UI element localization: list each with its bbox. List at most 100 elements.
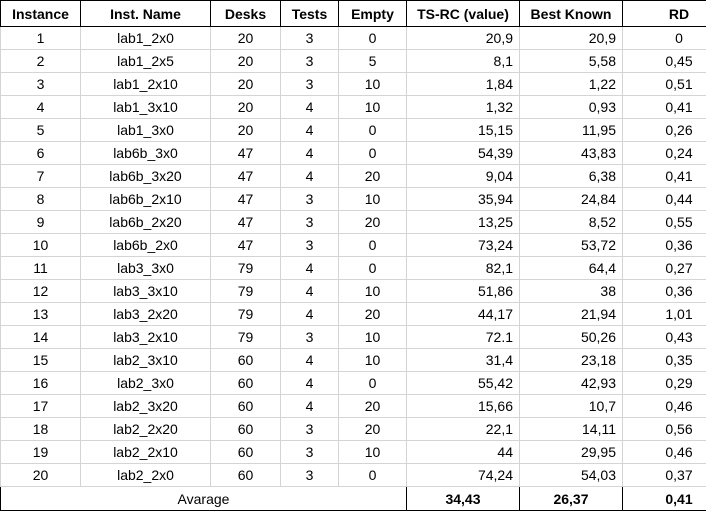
- cell-desks: 79: [211, 326, 281, 349]
- cell-rd: 0,36: [623, 280, 706, 303]
- cell-rd: 0,56: [623, 418, 706, 441]
- cell-inst-name: lab1_2x0: [81, 27, 211, 50]
- cell-instance: 17: [1, 395, 81, 418]
- cell-best-known: 53,72: [520, 234, 623, 257]
- cell-best-known: 14,11: [520, 418, 623, 441]
- cell-inst-name: lab2_2x20: [81, 418, 211, 441]
- cell-best-known: 10,7: [520, 395, 623, 418]
- header-ts-rc: TS-RC (value): [407, 1, 520, 27]
- cell-rd: 0,55: [623, 211, 706, 234]
- cell-empty: 20: [339, 211, 407, 234]
- cell-inst-name: lab1_2x10: [81, 73, 211, 96]
- cell-empty: 10: [339, 280, 407, 303]
- cell-best-known: 42,93: [520, 372, 623, 395]
- cell-instance: 11: [1, 257, 81, 280]
- cell-tests: 3: [281, 418, 339, 441]
- cell-inst-name: lab3_2x10: [81, 326, 211, 349]
- cell-tests: 4: [281, 142, 339, 165]
- cell-tests: 4: [281, 372, 339, 395]
- cell-tests: 3: [281, 188, 339, 211]
- cell-tests: 4: [281, 280, 339, 303]
- cell-best-known: 23,18: [520, 349, 623, 372]
- cell-ts-rc: 74,24: [407, 464, 520, 487]
- cell-tests: 3: [281, 211, 339, 234]
- cell-tests: 3: [281, 27, 339, 50]
- cell-desks: 47: [211, 142, 281, 165]
- cell-tests: 4: [281, 165, 339, 188]
- cell-inst-name: lab2_3x10: [81, 349, 211, 372]
- cell-inst-name: lab6b_3x20: [81, 165, 211, 188]
- cell-ts-rc: 44: [407, 441, 520, 464]
- cell-instance: 16: [1, 372, 81, 395]
- cell-best-known: 43,83: [520, 142, 623, 165]
- cell-best-known: 6,38: [520, 165, 623, 188]
- cell-desks: 47: [211, 188, 281, 211]
- cell-ts-rc: 8,1: [407, 50, 520, 73]
- cell-instance: 19: [1, 441, 81, 464]
- cell-rd: 0,43: [623, 326, 706, 349]
- cell-ts-rc: 31,4: [407, 349, 520, 372]
- header-inst-name: Inst. Name: [81, 1, 211, 27]
- cell-desks: 60: [211, 395, 281, 418]
- cell-tests: 4: [281, 119, 339, 142]
- cell-best-known: 11,95: [520, 119, 623, 142]
- cell-instance: 1: [1, 27, 81, 50]
- cell-empty: 20: [339, 418, 407, 441]
- cell-rd: 0,27: [623, 257, 706, 280]
- cell-ts-rc: 15,66: [407, 395, 520, 418]
- cell-inst-name: lab1_2x5: [81, 50, 211, 73]
- cell-best-known: 50,26: [520, 326, 623, 349]
- cell-ts-rc: 35,94: [407, 188, 520, 211]
- cell-empty: 0: [339, 142, 407, 165]
- cell-desks: 20: [211, 50, 281, 73]
- cell-ts-rc: 72.1: [407, 326, 520, 349]
- cell-rd: 0,46: [623, 441, 706, 464]
- cell-best-known: 5,58: [520, 50, 623, 73]
- cell-best-known: 1,22: [520, 73, 623, 96]
- header-rd: RD: [623, 1, 706, 27]
- cell-instance: 5: [1, 119, 81, 142]
- cell-inst-name: lab1_3x10: [81, 96, 211, 119]
- cell-tests: 3: [281, 50, 339, 73]
- cell-instance: 13: [1, 303, 81, 326]
- cell-inst-name: lab3_3x10: [81, 280, 211, 303]
- cell-desks: 79: [211, 303, 281, 326]
- header-empty: Empty: [339, 1, 407, 27]
- footer-rd: 0,41: [623, 487, 706, 511]
- cell-ts-rc: 13,25: [407, 211, 520, 234]
- cell-instance: 12: [1, 280, 81, 303]
- cell-rd: 1,01: [623, 303, 706, 326]
- cell-ts-rc: 20,9: [407, 27, 520, 50]
- cell-tests: 3: [281, 441, 339, 464]
- cell-empty: 5: [339, 50, 407, 73]
- cell-rd: 0,44: [623, 188, 706, 211]
- cell-ts-rc: 1,32: [407, 96, 520, 119]
- cell-instance: 8: [1, 188, 81, 211]
- cell-inst-name: lab3_3x0: [81, 257, 211, 280]
- cell-tests: 4: [281, 349, 339, 372]
- cell-tests: 3: [281, 326, 339, 349]
- cell-ts-rc: 22,1: [407, 418, 520, 441]
- header-tests: Tests: [281, 1, 339, 27]
- cell-tests: 3: [281, 234, 339, 257]
- cell-rd: 0,51: [623, 73, 706, 96]
- cell-desks: 60: [211, 418, 281, 441]
- footer-row: Avarage 34,43 26,37 0,41: [1, 487, 706, 511]
- cell-desks: 20: [211, 96, 281, 119]
- cell-inst-name: lab6b_3x0: [81, 142, 211, 165]
- cell-rd: 0,41: [623, 96, 706, 119]
- cell-instance: 9: [1, 211, 81, 234]
- cell-empty: 10: [339, 188, 407, 211]
- cell-instance: 20: [1, 464, 81, 487]
- header-row: Instance Inst. Name Desks Tests Empty TS…: [1, 1, 706, 27]
